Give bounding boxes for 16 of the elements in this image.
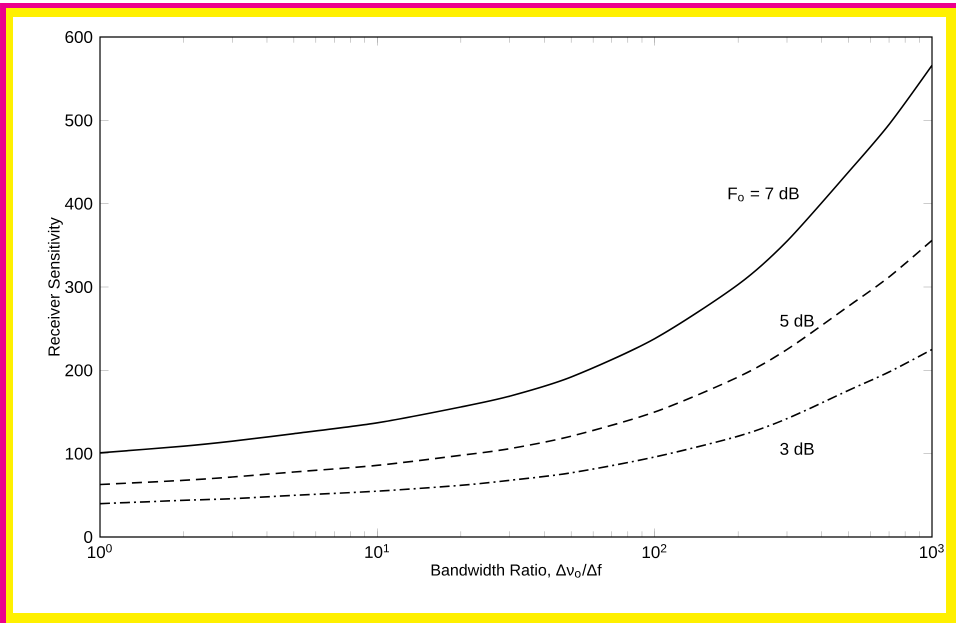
y-tick-label: 100 — [66, 448, 92, 460]
x-axis-title: Bandwidth Ratio, Δν$_{o}$/Δf — [432, 564, 602, 578]
y-tick-label: 500 — [65, 114, 92, 126]
x-tick-label: 10$^{1}$ — [365, 544, 390, 558]
y-tick-label: 200 — [65, 364, 92, 376]
y-tick-label: 300 — [65, 281, 92, 294]
series-label: F$_{o}$ = 7 dB — [728, 186, 799, 202]
y-axis-title: Receiver Sensitivity — [48, 217, 63, 356]
y-tick-label: 400 — [64, 198, 92, 210]
y-tick-label: 0 — [84, 530, 92, 544]
series-label: 3 dB — [780, 442, 814, 455]
x-tick-label: 10$^{2}$ — [642, 544, 666, 558]
series-label: 5 dB — [780, 314, 814, 327]
x-tick-label: 10$^{3}$ — [920, 544, 944, 558]
y-tick-label: 600 — [65, 31, 92, 44]
x-tick-label: 10$^{0}$ — [88, 544, 112, 558]
